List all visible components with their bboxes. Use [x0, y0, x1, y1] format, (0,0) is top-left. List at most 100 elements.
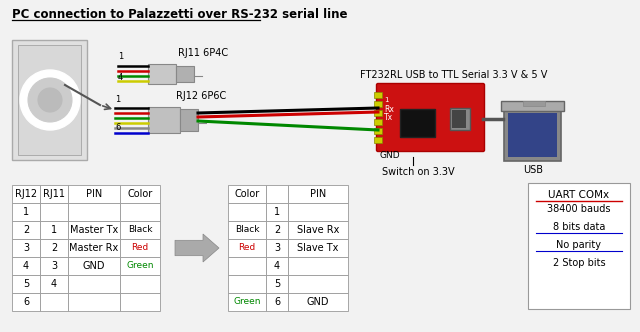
- Circle shape: [28, 78, 72, 122]
- Bar: [288, 185, 348, 203]
- Bar: [120, 239, 160, 257]
- Bar: [266, 185, 288, 203]
- FancyBboxPatch shape: [374, 92, 382, 98]
- Bar: [228, 221, 266, 239]
- Bar: [266, 257, 288, 275]
- Text: 5: 5: [23, 279, 29, 289]
- Text: 6: 6: [274, 297, 280, 307]
- Bar: [228, 293, 266, 311]
- Bar: [120, 203, 160, 221]
- Text: FT232RL USB to TTL Serial 3.3 V & 5 V: FT232RL USB to TTL Serial 3.3 V & 5 V: [360, 70, 547, 80]
- Bar: [12, 275, 40, 293]
- Bar: [528, 183, 630, 309]
- Text: 4: 4: [23, 261, 29, 271]
- Bar: [266, 239, 288, 257]
- Text: 2 Stop bits: 2 Stop bits: [553, 258, 605, 268]
- Bar: [288, 275, 348, 293]
- Bar: [288, 203, 348, 221]
- Bar: [12, 185, 40, 203]
- FancyBboxPatch shape: [504, 109, 561, 161]
- FancyBboxPatch shape: [508, 113, 557, 157]
- Bar: [68, 275, 120, 293]
- Text: Red: Red: [238, 243, 255, 253]
- FancyBboxPatch shape: [176, 66, 194, 82]
- Text: 5: 5: [274, 279, 280, 289]
- FancyBboxPatch shape: [523, 101, 545, 106]
- Text: GND: GND: [83, 261, 105, 271]
- Bar: [68, 203, 120, 221]
- Text: Rx: Rx: [384, 105, 394, 114]
- Text: GND: GND: [307, 297, 329, 307]
- FancyBboxPatch shape: [18, 45, 81, 155]
- Text: 2: 2: [274, 225, 280, 235]
- Bar: [12, 203, 40, 221]
- Text: 1: 1: [274, 207, 280, 217]
- FancyBboxPatch shape: [450, 108, 470, 130]
- Bar: [40, 293, 68, 311]
- Text: 4: 4: [51, 279, 57, 289]
- Bar: [288, 293, 348, 311]
- Text: 1: 1: [51, 225, 57, 235]
- FancyBboxPatch shape: [376, 84, 484, 151]
- Text: No parity: No parity: [557, 240, 602, 250]
- FancyBboxPatch shape: [400, 109, 435, 137]
- Text: 6: 6: [23, 297, 29, 307]
- Bar: [266, 275, 288, 293]
- Circle shape: [20, 70, 80, 130]
- Text: 6: 6: [115, 123, 120, 132]
- Bar: [40, 203, 68, 221]
- Bar: [266, 293, 288, 311]
- Text: Black: Black: [235, 225, 259, 234]
- FancyBboxPatch shape: [148, 64, 176, 84]
- FancyBboxPatch shape: [374, 110, 382, 116]
- Text: 4: 4: [274, 261, 280, 271]
- Text: 1: 1: [118, 52, 124, 61]
- Text: 1: 1: [115, 95, 120, 104]
- Text: RJ12 6P6C: RJ12 6P6C: [176, 91, 227, 101]
- FancyBboxPatch shape: [12, 40, 87, 160]
- Bar: [288, 257, 348, 275]
- Bar: [40, 239, 68, 257]
- FancyBboxPatch shape: [148, 107, 180, 133]
- Bar: [120, 257, 160, 275]
- Text: 3: 3: [51, 261, 57, 271]
- Text: Color: Color: [127, 189, 152, 199]
- Text: Switch on 3.3V: Switch on 3.3V: [381, 167, 454, 177]
- Text: RJ11 6P4C: RJ11 6P4C: [178, 48, 228, 58]
- Text: 2: 2: [23, 225, 29, 235]
- Text: 38400 bauds: 38400 bauds: [547, 204, 611, 214]
- Text: PIN: PIN: [86, 189, 102, 199]
- FancyBboxPatch shape: [374, 137, 382, 143]
- Text: RJ12: RJ12: [15, 189, 37, 199]
- Bar: [12, 239, 40, 257]
- Bar: [266, 221, 288, 239]
- Text: GND: GND: [380, 151, 401, 160]
- Bar: [68, 293, 120, 311]
- Bar: [266, 203, 288, 221]
- Circle shape: [38, 88, 62, 112]
- Text: 2: 2: [51, 243, 57, 253]
- FancyBboxPatch shape: [501, 101, 564, 111]
- FancyBboxPatch shape: [180, 109, 198, 131]
- Text: PC connection to Palazzetti over RS-232 serial line: PC connection to Palazzetti over RS-232 …: [12, 8, 348, 21]
- Text: RJ11: RJ11: [43, 189, 65, 199]
- Bar: [68, 185, 120, 203]
- Bar: [288, 221, 348, 239]
- Text: 1: 1: [23, 207, 29, 217]
- Text: PIN: PIN: [310, 189, 326, 199]
- Text: 4: 4: [118, 73, 124, 82]
- Bar: [68, 257, 120, 275]
- Text: UART COMx: UART COMx: [548, 190, 609, 200]
- Bar: [228, 185, 266, 203]
- Bar: [40, 185, 68, 203]
- Bar: [120, 275, 160, 293]
- Bar: [40, 221, 68, 239]
- Bar: [68, 239, 120, 257]
- FancyBboxPatch shape: [452, 110, 466, 128]
- Bar: [228, 275, 266, 293]
- Bar: [228, 203, 266, 221]
- Bar: [12, 257, 40, 275]
- Bar: [12, 293, 40, 311]
- Text: Master Rx: Master Rx: [69, 243, 118, 253]
- Text: USB: USB: [523, 165, 543, 175]
